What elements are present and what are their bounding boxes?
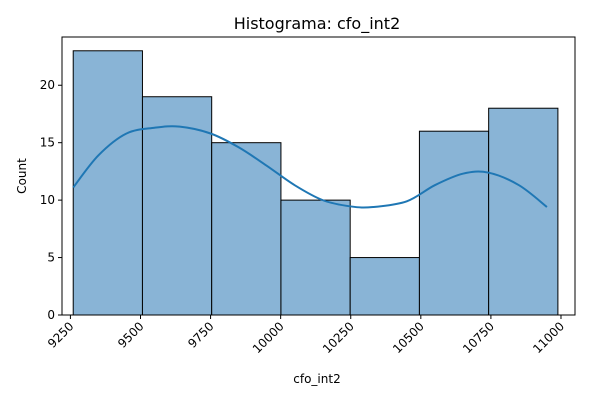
- x-axis-label: cfo_int2: [293, 372, 340, 386]
- plot-frame: [61, 36, 576, 316]
- histogram-bar-1: [72, 50, 143, 316]
- x-tick-label: 10500: [390, 319, 427, 356]
- histogram-bar-2: [141, 96, 213, 316]
- histogram-bar-4: [280, 199, 351, 316]
- y-tick-label: 15: [40, 136, 55, 150]
- x-tick-label: 10000: [250, 319, 287, 356]
- x-tick-label: 9250: [45, 319, 76, 350]
- histogram-bar-3: [211, 142, 282, 316]
- x-tick-label: 9500: [115, 319, 146, 350]
- y-tick-label: 20: [40, 78, 55, 92]
- chart-title: Histograma: cfo_int2: [234, 14, 401, 34]
- histogram-bar-6: [418, 130, 490, 316]
- x-tick-label: 11000: [530, 319, 567, 356]
- histogram-bar-5: [349, 257, 420, 316]
- y-tick-label: 10: [40, 193, 55, 207]
- y-axis-ticks: 0 5 10 15 20: [40, 78, 62, 322]
- kde-curve: [72, 125, 548, 209]
- x-tick-label: 9750: [185, 319, 216, 350]
- y-tick-label: 0: [47, 308, 55, 322]
- histogram-bar-7: [488, 107, 559, 316]
- x-axis-ticks: 9250 9500 9750 10000 10250 10500 10750 11000: [45, 315, 567, 356]
- histogram-bars: [72, 50, 559, 316]
- y-tick-label: 5: [47, 251, 55, 265]
- x-tick-label: 10750: [460, 319, 497, 356]
- y-axis-label: Count: [15, 158, 29, 194]
- x-tick-label: 10250: [320, 319, 357, 356]
